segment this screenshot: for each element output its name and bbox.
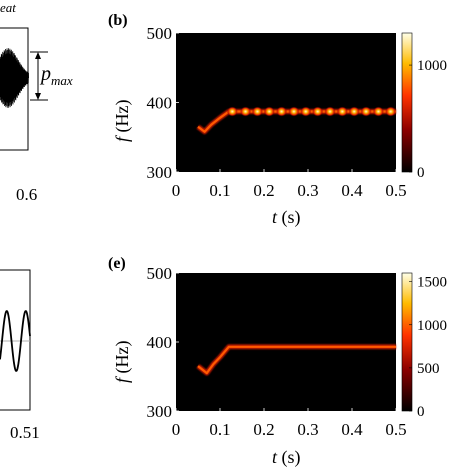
panel-b-colorbar — [401, 32, 413, 173]
x-tick-label: 0 — [172, 420, 181, 439]
y-tick-label: 500 — [147, 24, 173, 43]
x-tick-label: 0.3 — [297, 420, 318, 439]
pulse-mark — [251, 106, 263, 117]
y-tick-label: 400 — [147, 94, 173, 113]
y-tick-label: 300 — [147, 163, 173, 182]
pulse-mark — [336, 106, 348, 117]
panel-b: (b) 0 0.1 0.2 0.3 0.4 0.5 300 400 500 0 1000 t (s… — [108, 12, 447, 228]
colorbar-tick-label: 0 — [417, 165, 425, 181]
panel-d-trace — [0, 310, 31, 372]
panel-b-plot-area — [176, 33, 396, 172]
panel-e-marks — [196, 344, 396, 376]
panel-e-xlabel: t (s) — [272, 447, 301, 468]
panel-e-colorbar — [401, 272, 413, 412]
panel-a-trace — [0, 48, 29, 108]
x-tick-label: 0.1 — [209, 420, 230, 439]
pulse-mark — [360, 106, 372, 117]
y-tick-label: 300 — [147, 402, 173, 421]
colorbar-tick-label: 0 — [417, 404, 425, 420]
x-tick-label: 0.3 — [297, 181, 318, 200]
pulse-mark — [324, 106, 336, 117]
panel-a-title-fragment: eat — [0, 0, 16, 15]
pulse-mark — [385, 106, 397, 117]
panel-e-ylabel: f (Hz) — [112, 341, 133, 384]
pulse-mark — [312, 106, 324, 117]
panel-b-label: (b) — [108, 12, 128, 29]
pulse-mark — [300, 106, 312, 117]
panel-b-marks — [196, 106, 397, 135]
panel-e-colorbar-ticks: 0 500 1000 1500 — [409, 275, 447, 420]
ridge-line — [197, 345, 396, 375]
x-tick-label: 0.4 — [341, 181, 363, 200]
panel-d-tick-label: 0.51 — [10, 423, 40, 442]
panel-e-plot-area — [176, 273, 396, 411]
y-tick-label: 400 — [147, 333, 173, 352]
pulse-mark — [276, 106, 288, 117]
x-tick-label: 0.5 — [385, 181, 406, 200]
colorbar-tick-label: 1000 — [417, 318, 447, 334]
pulse-mark — [288, 106, 300, 117]
panel-e: (e) 0 0.1 0.2 0.3 0.4 0.5 300 400 500 0 500 1000 15… — [108, 255, 447, 468]
x-tick-label: 0.4 — [341, 420, 363, 439]
colorbar-tick-label: 500 — [417, 361, 440, 377]
panel-b-colorbar-ticks: 0 1000 — [409, 58, 447, 181]
pulse-mark — [240, 106, 252, 117]
panel-b-xlabel: t (s) — [272, 207, 301, 228]
y-tick-label: 500 — [147, 264, 173, 283]
pmax-label: pmax — [39, 63, 73, 88]
pulse-mark — [348, 106, 360, 117]
x-tick-label: 0.5 — [385, 420, 406, 439]
colorbar-tick-label: 1500 — [417, 275, 447, 291]
panel-d: 0.51 — [0, 269, 40, 442]
x-tick-label: 0.2 — [253, 420, 274, 439]
panel-b-ylabel: f (Hz) — [112, 100, 133, 143]
pulse-mark — [226, 106, 238, 117]
panel-e-axes: 0 0.1 0.2 0.3 0.4 0.5 300 400 500 — [147, 264, 407, 439]
panel-a-frame — [0, 27, 29, 151]
panel-a: eat pmax 0.6 — [0, 0, 73, 204]
panel-e-label: (e) — [108, 255, 126, 272]
pulse-mark — [263, 106, 275, 117]
pulse-mark — [372, 106, 384, 117]
x-tick-label: 0.2 — [253, 181, 274, 200]
x-tick-label: 0.1 — [209, 181, 230, 200]
panel-d-frame — [0, 269, 31, 411]
pmax-arrow — [30, 51, 48, 101]
panel-b-axes: 0 0.1 0.2 0.3 0.4 0.5 300 400 500 — [147, 24, 407, 200]
x-tick-label: 0 — [172, 181, 181, 200]
colorbar-tick-label: 1000 — [417, 58, 447, 74]
panel-a-tick-label: 0.6 — [16, 185, 37, 204]
